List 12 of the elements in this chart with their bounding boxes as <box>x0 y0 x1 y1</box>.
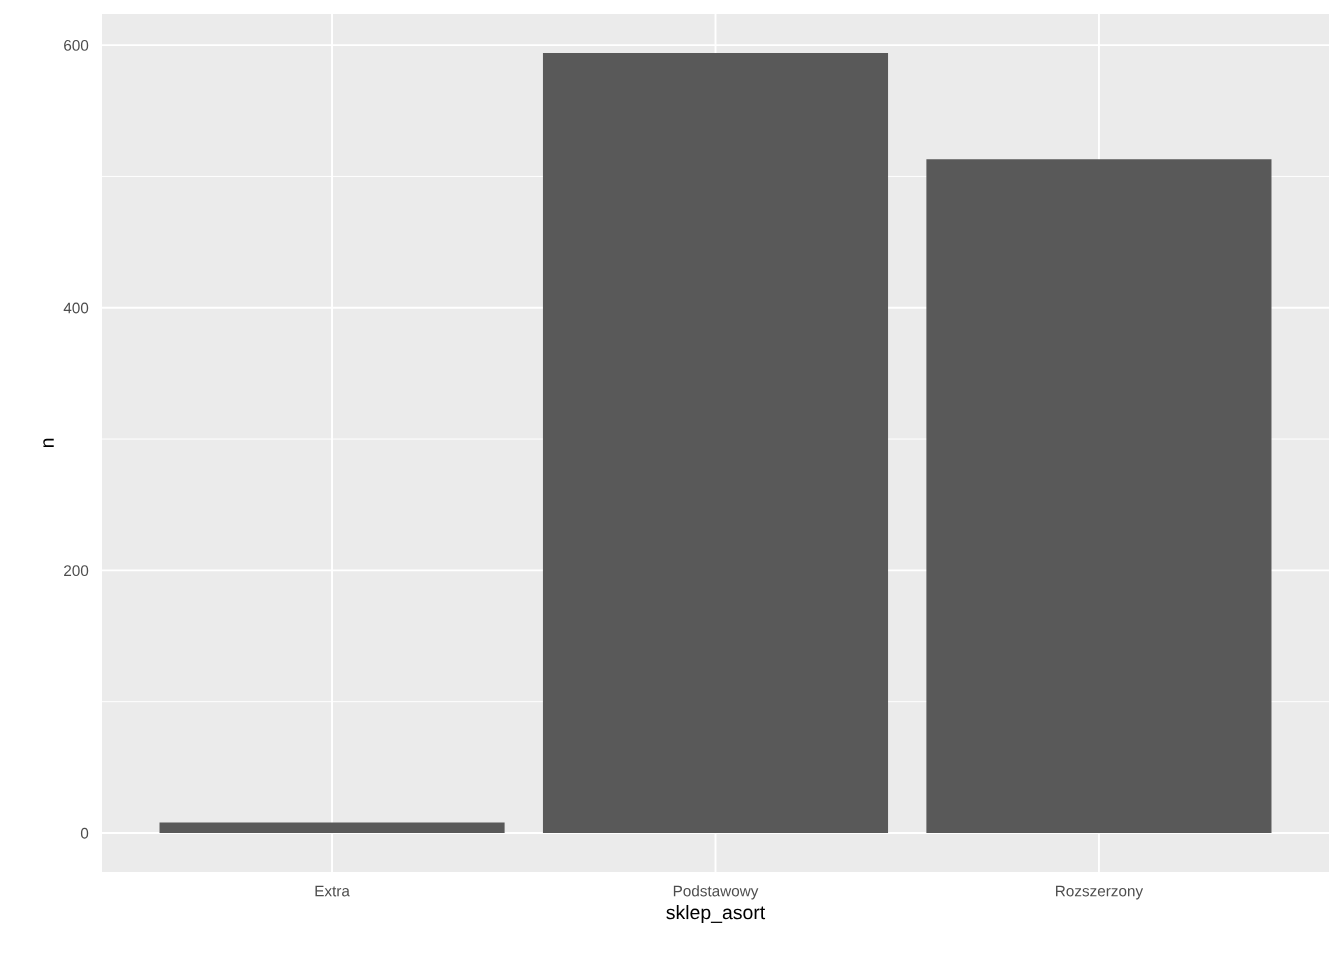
y-tick-label: 200 <box>64 565 89 577</box>
x-tick-label: Podstawowy <box>673 885 759 900</box>
y-tick-label: 400 <box>63 302 89 314</box>
bar <box>542 53 889 833</box>
bar <box>159 822 505 833</box>
x-tick-label: Rozszerzony <box>1056 885 1144 900</box>
bar <box>926 159 1272 833</box>
y-tick-label: 600 <box>64 39 89 51</box>
y-axis-title: n <box>43 438 54 448</box>
y-tick-label: 0 <box>80 827 89 839</box>
x-tick-label: Extra <box>315 885 350 897</box>
x-axis-title: sklep_asort <box>666 904 766 924</box>
